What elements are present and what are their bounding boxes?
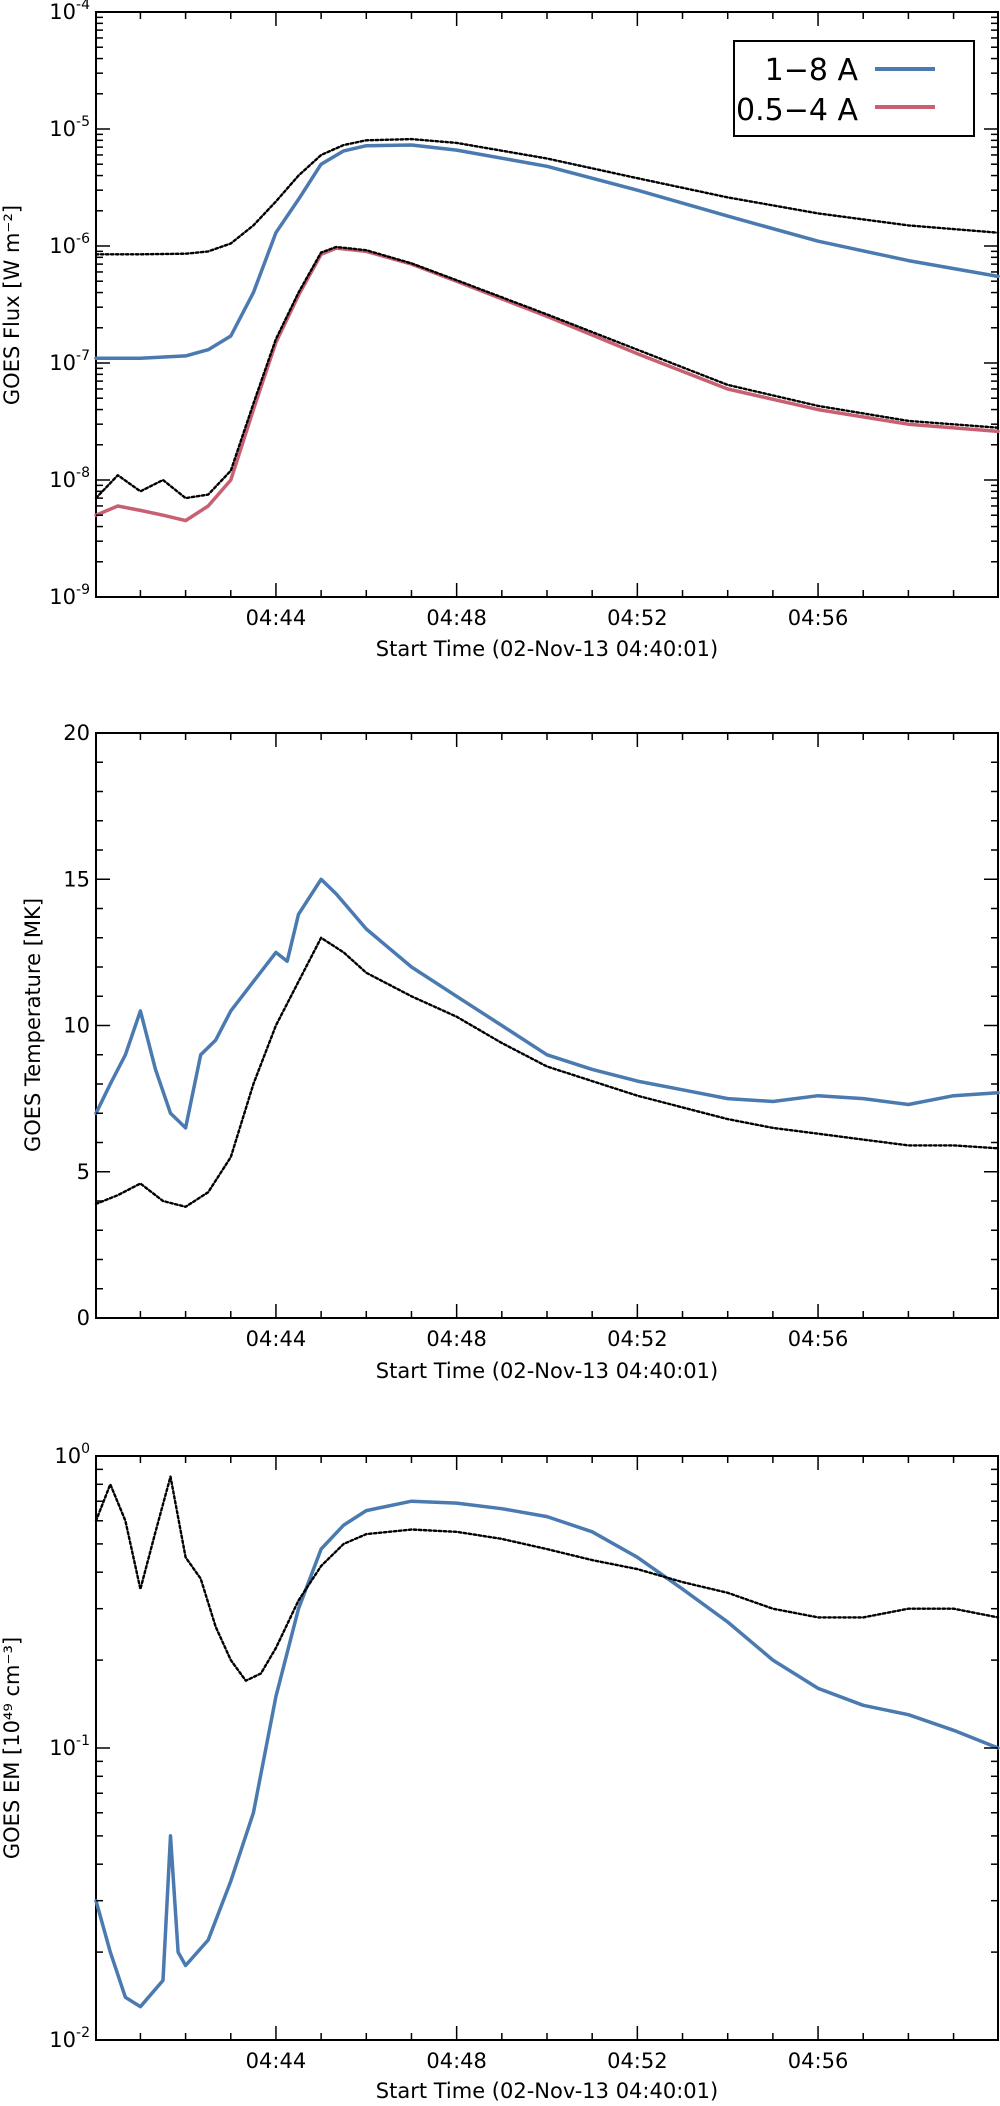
- flux-series-line-0: [94, 143, 1000, 360]
- temperature-y-tick-label: 15: [63, 867, 90, 891]
- flux-legend-label-0.5-4A: 0.5−4 A: [736, 93, 858, 128]
- temperature-x-tick-label: 04:44: [246, 1327, 307, 1351]
- flux-y-tick-label: 10-8: [49, 465, 90, 492]
- temperature-x-tick-label: 04:56: [788, 1327, 849, 1351]
- em-x-ticks: 04:44 04:48 04:52 04:56: [139, 1456, 955, 2073]
- flux-series-dotted-2: [94, 137, 1000, 256]
- temperature-y-tick-label: 10: [63, 1014, 90, 1038]
- em-x-tick-label: 04:48: [426, 2049, 487, 2073]
- em-y-tick-label: 10-2: [49, 2025, 90, 2052]
- flux-series-group: [94, 137, 1000, 523]
- em-y-tick-label: 10-1: [49, 1733, 90, 1760]
- temperature-series-line-0: [94, 877, 1000, 1130]
- flux-y-axis-label: GOES Flux [W m⁻²]: [0, 205, 24, 405]
- temperature-x-axis-label: Start Time (02-Nov-13 04:40:01): [376, 1359, 718, 1383]
- em-x-tick-label: 04:44: [246, 2049, 307, 2073]
- flux-y-tick-label: 10-6: [49, 231, 90, 258]
- flux-y-tick-label: 10-7: [49, 348, 90, 375]
- flux-legend: 1−8 A 0.5−4 A: [733, 40, 975, 137]
- temperature-x-tick-label: 04:52: [607, 1327, 668, 1351]
- flux-y-tick-label: 10-5: [49, 114, 90, 141]
- flux-panel: 04:44 04:48 04:52 04:56 10-910-810-710-610-…: [0, 0, 1000, 661]
- temperature-series-dotted-1: [94, 936, 1000, 1208]
- em-series-line-0: [94, 1499, 1000, 2009]
- temperature-y-tick-label: 0: [77, 1306, 90, 1330]
- em-y-ticks: 10-2 10-1 100: [49, 1441, 998, 2052]
- flux-x-axis-label: Start Time (02-Nov-13 04:40:01): [376, 637, 718, 661]
- temperature-plot-frame: [95, 732, 999, 1319]
- flux-legend-label-1-8A: 1−8 A: [765, 53, 859, 88]
- flux-x-tick-label: 04:48: [426, 606, 487, 630]
- flux-series-dotted-3: [94, 245, 1000, 500]
- temperature-series-group: [94, 877, 1000, 1208]
- temperature-y-ticks: 0 5 10 15 20: [63, 721, 998, 1330]
- em-series-dotted-1: [94, 1475, 1000, 1682]
- flux-x-tick-label: 04:44: [246, 606, 307, 630]
- em-x-tick-label: 04:56: [788, 2049, 849, 2073]
- em-x-axis-label: Start Time (02-Nov-13 04:40:01): [376, 2079, 718, 2103]
- flux-legend-box: [733, 40, 975, 137]
- temperature-y-tick-label: 20: [63, 721, 90, 745]
- temperature-y-axis-label: GOES Temperature [MK]: [21, 898, 45, 1152]
- em-series-group: [94, 1475, 1000, 2009]
- temperature-x-tick-label: 04:48: [426, 1327, 487, 1351]
- flux-x-ticks: 04:44 04:48 04:52 04:56: [139, 12, 955, 630]
- flux-x-tick-label: 04:56: [788, 606, 849, 630]
- flux-x-tick-label: 04:52: [607, 606, 668, 630]
- em-y-axis-label: GOES EM [10⁴⁹ cm⁻³]: [0, 1637, 24, 1859]
- flux-y-tick-label: 10-9: [49, 582, 90, 609]
- flux-series-line-1: [94, 246, 1000, 523]
- flux-y-ticks: 10-9 10-8 10-7 10-6 10-5 10-4: [49, 0, 998, 609]
- temperature-panel: 04:44 04:48 04:52 04:56 0 5 10 15 20 Start Time…: [21, 721, 1000, 1383]
- em-panel: 04:44 04:48 04:52 04:56 10-2 10-1 100 Start T…: [0, 1441, 1000, 2103]
- em-y-tick-label: 100: [54, 1441, 90, 1468]
- temperature-y-tick-label: 5: [77, 1160, 90, 1184]
- em-x-tick-label: 04:52: [607, 2049, 668, 2073]
- flux-y-tick-label: 10-4: [49, 0, 90, 24]
- temperature-x-ticks: 04:44 04:48 04:52 04:56: [139, 733, 955, 1351]
- em-plot-frame: [95, 1455, 999, 2041]
